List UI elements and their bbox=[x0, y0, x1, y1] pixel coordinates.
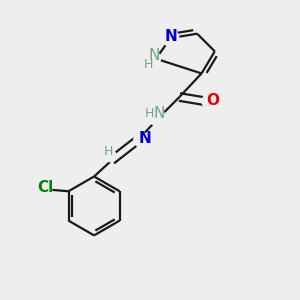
Circle shape bbox=[162, 30, 179, 46]
Circle shape bbox=[35, 181, 52, 197]
Circle shape bbox=[142, 50, 160, 68]
Circle shape bbox=[104, 150, 116, 162]
Text: N: N bbox=[138, 131, 151, 146]
Text: Cl: Cl bbox=[37, 180, 53, 195]
Text: H: H bbox=[144, 58, 153, 70]
Text: H: H bbox=[104, 145, 113, 158]
Circle shape bbox=[147, 107, 165, 125]
Text: N: N bbox=[153, 106, 164, 121]
Text: O: O bbox=[206, 93, 219, 108]
Text: H: H bbox=[145, 107, 154, 120]
Circle shape bbox=[134, 132, 148, 147]
Circle shape bbox=[202, 94, 217, 109]
Text: N: N bbox=[164, 29, 177, 44]
Text: N: N bbox=[149, 48, 160, 63]
